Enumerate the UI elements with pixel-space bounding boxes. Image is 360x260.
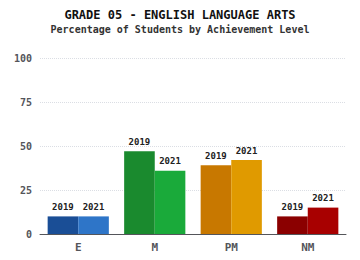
- svg-text:Percentage of Students by Achi: Percentage of Students by Achievement Le…: [51, 24, 310, 35]
- svg-text:75: 75: [20, 97, 32, 108]
- svg-text:0: 0: [26, 229, 32, 240]
- svg-text:PM: PM: [225, 241, 239, 254]
- svg-text:2021: 2021: [159, 156, 181, 166]
- svg-text:NM: NM: [301, 241, 315, 254]
- svg-text:2019: 2019: [205, 151, 227, 161]
- svg-text:2019: 2019: [129, 137, 151, 147]
- svg-text:100: 100: [14, 53, 32, 64]
- svg-text:50: 50: [20, 141, 32, 152]
- svg-text:2019: 2019: [52, 202, 74, 212]
- svg-text:M: M: [151, 241, 158, 254]
- svg-text:2021: 2021: [236, 146, 258, 156]
- svg-text:2019: 2019: [282, 202, 304, 212]
- svg-text:GRADE 05 - ENGLISH LANGUAGE AR: GRADE 05 - ENGLISH LANGUAGE ARTS: [64, 8, 295, 22]
- svg-text:2021: 2021: [312, 193, 334, 203]
- svg-text:2021: 2021: [83, 202, 105, 212]
- svg-text:E: E: [75, 241, 82, 254]
- svg-text:25: 25: [20, 185, 32, 196]
